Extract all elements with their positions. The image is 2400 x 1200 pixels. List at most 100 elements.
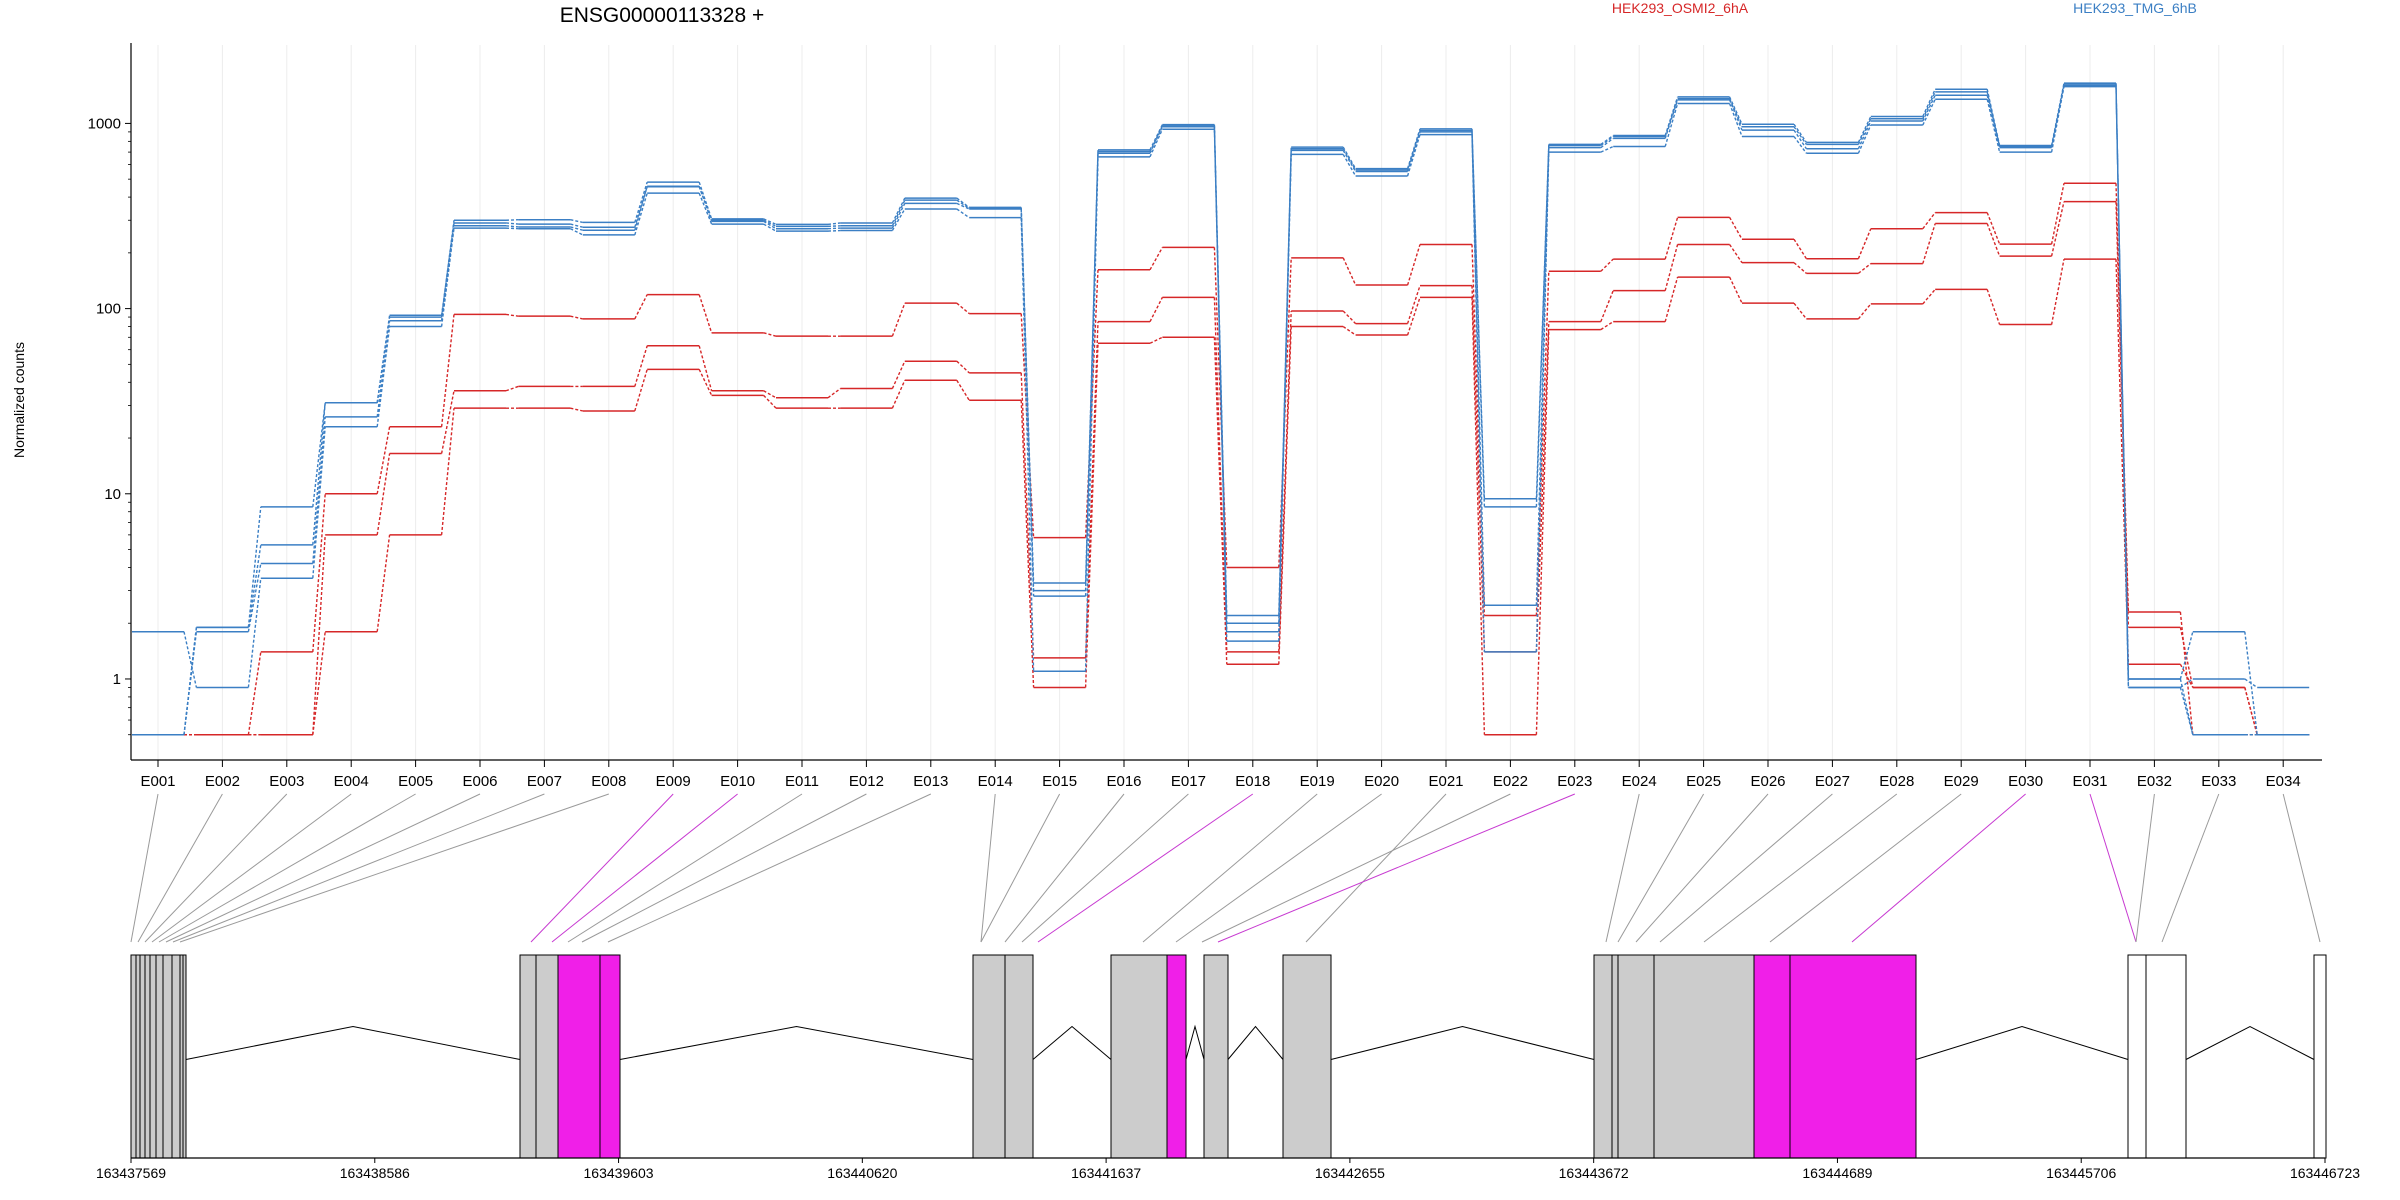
series-connector <box>2050 183 2065 245</box>
series-connector <box>1406 244 1421 286</box>
genomic-tick-label: 163444689 <box>1802 1165 1872 1181</box>
bin-connector-lines <box>130 793 2321 943</box>
series-connector <box>1664 244 1679 291</box>
x-tick-label: E001 <box>140 773 175 790</box>
series-lines <box>132 82 2310 736</box>
series-osmi2 <box>132 200 2310 736</box>
bin-connector <box>179 793 609 943</box>
series-connector <box>1084 156 1099 672</box>
series-connector <box>1922 91 1936 120</box>
series-connector <box>1922 288 1936 305</box>
series-connector <box>247 563 262 632</box>
series-connector <box>440 408 455 535</box>
series-connector <box>698 186 713 221</box>
series-tmg <box>132 83 2310 736</box>
series-connector <box>1535 321 1550 652</box>
series-connector <box>1020 208 1035 591</box>
series-connector <box>1535 329 1550 735</box>
series-connector <box>2050 201 2065 257</box>
series-connector <box>1664 276 1679 322</box>
series-connector <box>2115 84 2130 679</box>
exon-block <box>972 954 1034 1159</box>
x-tick-label: E014 <box>978 773 1013 790</box>
series-connector <box>1922 223 1936 264</box>
series-connector <box>1600 135 1614 147</box>
series-connector <box>698 345 713 391</box>
bin-connector <box>151 793 352 943</box>
series-connector <box>956 379 970 401</box>
series-connector <box>312 534 326 735</box>
series-connector <box>376 534 391 632</box>
series-connector <box>440 390 455 454</box>
genomic-tick-label: 163439603 <box>584 1165 654 1181</box>
series-connector <box>763 223 777 232</box>
x-tick-label: E016 <box>1106 773 1141 790</box>
series-connector <box>1600 137 1614 149</box>
bin-connector <box>581 793 867 943</box>
series-connector <box>1084 343 1099 688</box>
exon-block <box>519 954 559 1159</box>
series-connector <box>1278 311 1292 652</box>
series-connector <box>698 181 713 220</box>
series-connector <box>1857 303 1872 320</box>
series-connector <box>2115 183 2130 613</box>
intron-line <box>1032 1025 1112 1060</box>
series-connector <box>1471 244 1486 616</box>
series-connector <box>956 302 970 315</box>
x-tick-label: E019 <box>1300 773 1335 790</box>
series-connector <box>376 315 391 403</box>
y-tick-label: 1000 <box>88 115 121 132</box>
series-connector <box>1986 289 2001 325</box>
title-group: ENSG00000113328 + HEK293_OSMI2_6hA HEK29… <box>11 0 2197 458</box>
series-connector <box>1278 148 1292 624</box>
y-tick-label: 100 <box>96 301 121 318</box>
series-connector <box>247 578 262 688</box>
series-connector <box>376 320 391 418</box>
vertical-grid <box>157 45 2284 760</box>
intron-line <box>2185 1025 2315 1060</box>
genomic-tick-label: 163442655 <box>1315 1165 1385 1181</box>
series-connector <box>2179 631 2194 680</box>
genomic-tick-label: 163441637 <box>1071 1165 1141 1181</box>
series-connector <box>956 197 970 208</box>
series-connector <box>698 294 713 334</box>
series-connector <box>1664 99 1679 139</box>
x-tick-label: E033 <box>2201 773 2236 790</box>
series-connector <box>1922 212 1936 230</box>
series-connector <box>247 506 262 628</box>
bin-connector <box>1021 793 1189 943</box>
series-connector <box>956 202 970 210</box>
series-connector <box>634 192 648 236</box>
bin-connector <box>1037 793 1254 943</box>
intron-line <box>185 1025 521 1060</box>
series-connector <box>763 219 777 227</box>
series-connector <box>2179 678 2194 735</box>
bin-connector <box>530 793 674 943</box>
x-tick-label: E008 <box>591 773 626 790</box>
series-connector <box>1406 134 1421 177</box>
series-connector <box>1728 276 1743 304</box>
series-connector <box>570 407 583 412</box>
series-connector <box>1084 321 1099 658</box>
x-tick-label: E031 <box>2072 773 2107 790</box>
legend-entry-osmi2: HEK293_OSMI2_6hA <box>1612 0 1749 16</box>
genomic-tick-label: 163437569 <box>96 1165 166 1181</box>
x-tick-label: E028 <box>1879 773 1914 790</box>
series-connector <box>1278 257 1292 568</box>
series-connector <box>634 186 648 228</box>
x-tick-label: E003 <box>269 773 304 790</box>
x-tick-label: E027 <box>1815 773 1850 790</box>
series-connector <box>634 369 648 412</box>
genomic-tick-label: 163438586 <box>340 1165 410 1181</box>
series-connector <box>956 199 970 209</box>
x-tick-label: E020 <box>1364 773 1399 790</box>
series-connector <box>1857 263 1872 274</box>
series-connector <box>634 294 648 320</box>
bin-connector <box>137 793 223 943</box>
x-tick-label: E009 <box>656 773 691 790</box>
bin-connector <box>1617 793 1705 943</box>
series-connector <box>247 651 262 735</box>
series-connector <box>505 225 519 228</box>
bin-connector <box>2282 793 2321 943</box>
series-connector <box>1600 145 1614 153</box>
